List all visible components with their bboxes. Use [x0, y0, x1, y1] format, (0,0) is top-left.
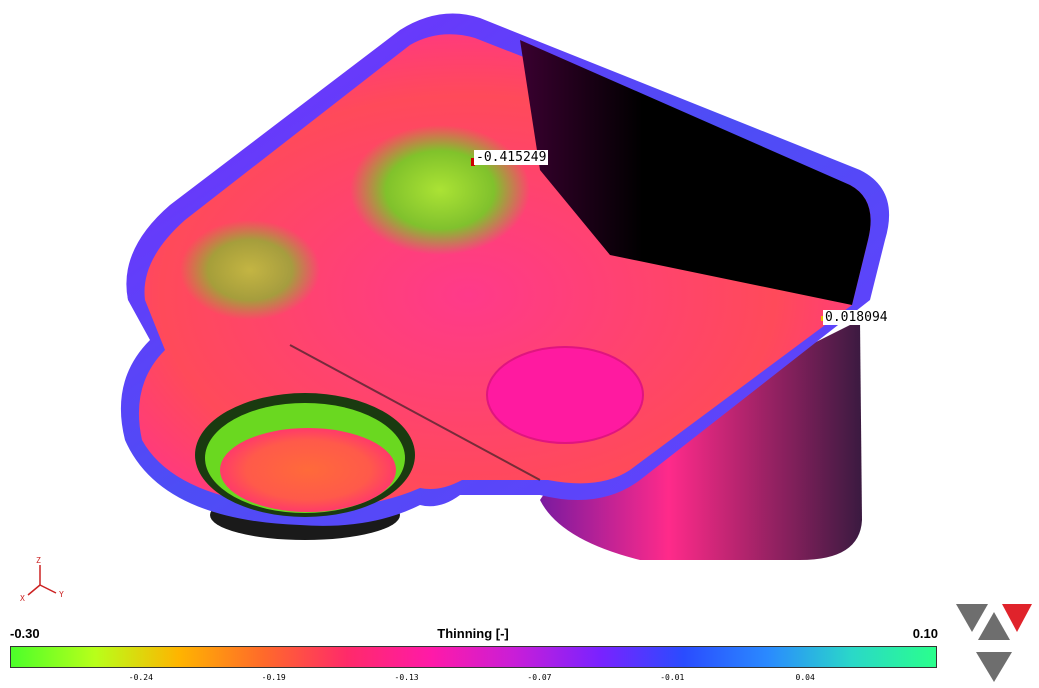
- legend-title: Thinning [-]: [437, 626, 509, 641]
- bowl-pocket-floor: [220, 428, 396, 512]
- legend-color-bar: [10, 646, 937, 668]
- part-green-region: [350, 125, 530, 255]
- legend-tick: -0.07: [527, 673, 552, 682]
- axis-triad-labels: Z X Y: [20, 556, 64, 603]
- legend-max-label: 0.10: [912, 626, 938, 641]
- floor-boss: [486, 346, 644, 444]
- legend-ticks: -0.24 -0.19 -0.13 -0.07 -0.01 0.04: [8, 673, 938, 685]
- logo-triangle-center: [978, 612, 1010, 640]
- axis-triad: [27, 565, 57, 596]
- probe-marker-min: [471, 158, 475, 166]
- logo-triangle-left: [956, 604, 988, 632]
- axis-label-y: Y: [59, 590, 64, 599]
- part-back-wall: [520, 40, 871, 305]
- axis-label-z: Z: [36, 556, 41, 565]
- part-step-line: [289, 344, 541, 481]
- probe-label-max: 0.018094: [823, 310, 890, 325]
- legend-tick: 0.04: [795, 673, 815, 682]
- logo-triangle-red: [1002, 604, 1032, 632]
- legend-min-label: -0.30: [10, 626, 40, 641]
- stamped-part[interactable]: [120, 13, 890, 560]
- part-green-region-left: [180, 220, 320, 320]
- legend-tick: -0.13: [394, 673, 419, 682]
- color-legend: -0.30 Thinning [-] 0.10 -0.24 -0.19 -0.13-…: [8, 624, 938, 684]
- company-logo: [956, 604, 1032, 682]
- axis-label-x: X: [20, 594, 25, 603]
- probe-label-min: -0.415249: [474, 150, 549, 165]
- legend-tick: -0.19: [261, 673, 286, 682]
- legend-tick: -0.24: [128, 673, 153, 682]
- legend-tick: -0.01: [660, 673, 685, 682]
- logo-triangle-bottom: [976, 652, 1012, 682]
- part-outer-side-wall: [540, 320, 862, 560]
